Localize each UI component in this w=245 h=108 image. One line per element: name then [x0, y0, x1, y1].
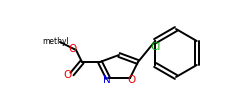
Text: methyl: methyl [43, 37, 69, 45]
Text: O: O [68, 44, 76, 54]
Text: Cl: Cl [150, 42, 160, 52]
Text: O: O [127, 75, 135, 85]
Text: N: N [103, 75, 111, 85]
Text: O: O [63, 70, 71, 80]
